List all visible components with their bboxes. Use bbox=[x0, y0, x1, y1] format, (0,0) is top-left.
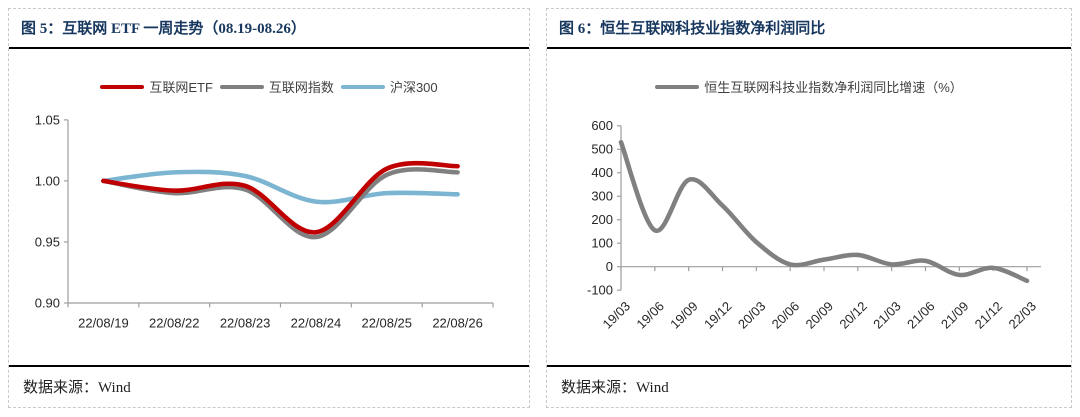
etf-chart-area: 互联网ETF 互联网指数 沪深300 0.90 0.95 1.00 1.05 22/08/1… bbox=[9, 49, 529, 365]
y-tick-label: -100 bbox=[587, 283, 613, 298]
x-tick-label: 22/08/26 bbox=[432, 316, 483, 331]
hstech-line-chart: -100 0 100 200 300 400 500 600 19/03 19/06 19/09 19… bbox=[587, 118, 1041, 332]
series-line bbox=[101, 160, 460, 235]
y-tick-label: 200 bbox=[591, 212, 613, 227]
x-tick-label: 20/09 bbox=[802, 299, 836, 332]
x-tick-label: 21/06 bbox=[904, 299, 938, 332]
figure-title: 图 6：恒生互联网科技业指数净利润同比 bbox=[547, 9, 1071, 49]
series-lines bbox=[101, 160, 460, 240]
source-note: 数据来源：Wind bbox=[547, 365, 1071, 407]
axes: 0.90 0.95 1.00 1.05 22/08/19 22/08/22 22/08/23… bbox=[35, 112, 494, 331]
y-tick-label: 0 bbox=[606, 259, 613, 274]
x-tick-label: 19/06 bbox=[633, 299, 667, 332]
y-tick-label: 1.05 bbox=[35, 112, 60, 127]
figure-panel-etf: 图 5：互联网 ETF 一周走势（08.19-08.26） 互联网ETF 互联网指… bbox=[8, 8, 530, 408]
series-lines bbox=[618, 139, 1030, 284]
y-tick-label: 0.90 bbox=[35, 296, 60, 311]
y-tick-label: 600 bbox=[591, 118, 613, 133]
x-tick-label: 20/12 bbox=[836, 299, 870, 332]
x-tick-label: 20/03 bbox=[735, 299, 769, 332]
figure-panel-hstech: 图 6：恒生互联网科技业指数净利润同比 恒生互联网科技业指数净利润同比增速（%）… bbox=[546, 8, 1072, 408]
y-tick-label: 100 bbox=[591, 236, 613, 251]
series-line bbox=[101, 169, 460, 205]
x-tick-label: 22/03 bbox=[1005, 299, 1039, 332]
series-line bbox=[101, 167, 460, 240]
source-note: 数据来源：Wind bbox=[9, 365, 529, 407]
series-line bbox=[618, 139, 1030, 284]
x-tick-label: 22/08/25 bbox=[361, 316, 412, 331]
hstech-chart-area: 恒生互联网科技业指数净利润同比增速（%） -100 0 100 200 300 400 50… bbox=[547, 49, 1071, 365]
x-tick-label: 19/12 bbox=[701, 299, 735, 332]
x-tick-label: 19/03 bbox=[599, 299, 633, 332]
y-tick-label: 0.95 bbox=[35, 234, 60, 249]
x-tick-label: 22/08/24 bbox=[291, 316, 342, 331]
axes: -100 0 100 200 300 400 500 600 19/03 19/06 19/09 19… bbox=[587, 118, 1041, 332]
x-tick-label: 21/09 bbox=[938, 299, 972, 332]
y-tick-label: 400 bbox=[591, 165, 613, 180]
x-tick-label: 21/12 bbox=[972, 299, 1006, 332]
y-tick-label: 300 bbox=[591, 189, 613, 204]
x-tick-label: 22/08/19 bbox=[78, 316, 129, 331]
x-tick-label: 19/09 bbox=[667, 299, 701, 332]
figure-title: 图 5：互联网 ETF 一周走势（08.19-08.26） bbox=[9, 9, 529, 49]
etf-line-chart: 0.90 0.95 1.00 1.05 22/08/19 22/08/22 22/08/23… bbox=[35, 112, 494, 331]
y-tick-label: 1.00 bbox=[35, 173, 60, 188]
x-tick-label: 20/06 bbox=[769, 299, 803, 332]
x-tick-label: 22/08/23 bbox=[220, 316, 271, 331]
x-tick-label: 22/08/22 bbox=[149, 316, 200, 331]
y-tick-label: 500 bbox=[591, 142, 613, 157]
x-tick-label: 21/03 bbox=[870, 299, 904, 332]
